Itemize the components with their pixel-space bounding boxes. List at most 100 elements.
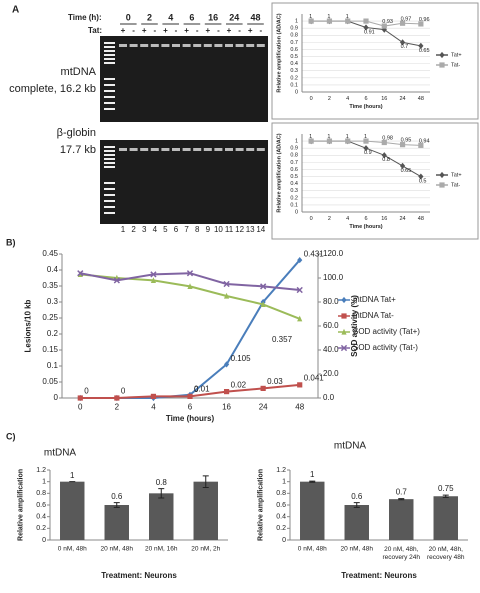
- y-tick-label: 0.6: [276, 502, 286, 509]
- x-tick-label: 2: [328, 96, 331, 102]
- data-label: 0.8: [382, 157, 390, 163]
- bar: [389, 499, 414, 540]
- y2-tick-label: 40.0: [323, 345, 339, 354]
- lane-number: 14: [256, 225, 265, 234]
- data-label: 1: [346, 14, 349, 20]
- gel-image: [100, 140, 268, 224]
- legend-marker: [341, 313, 347, 319]
- tat-sign: +: [227, 26, 232, 35]
- chart-title: mtDNA: [334, 441, 367, 452]
- y-axis-title: Relative amplification (AD/AC): [276, 133, 282, 212]
- data-label: 0.65: [401, 168, 412, 174]
- data-label: 0.95: [401, 138, 412, 144]
- error-bar: [353, 502, 360, 508]
- ladder-band: [104, 46, 115, 48]
- bar: [104, 505, 129, 540]
- tat-sign: +: [205, 26, 210, 35]
- point: [418, 21, 424, 27]
- gel-label: complete, 16.2 kb: [9, 83, 96, 95]
- x-axis-title: Time (hours): [349, 104, 382, 110]
- lane-number: 7: [184, 225, 189, 234]
- point: [260, 301, 266, 307]
- ladder-band: [104, 42, 115, 44]
- point: [260, 283, 267, 290]
- data-label: 1: [309, 14, 312, 20]
- tat-sign: +: [248, 26, 253, 35]
- gel-band: [129, 44, 138, 47]
- y-tick-label: 0: [295, 89, 298, 95]
- y-tick-label: 0.8: [290, 153, 298, 159]
- error-bar: [309, 480, 316, 483]
- ladder-band: [104, 58, 115, 60]
- ladder-band: [104, 96, 115, 98]
- point: [223, 361, 230, 368]
- time-point: 6: [189, 12, 194, 22]
- y-tick-label: 1: [282, 479, 286, 486]
- point: [326, 138, 333, 144]
- lane-number: 3: [142, 225, 147, 234]
- data-label: 1: [327, 14, 330, 20]
- gel-band: [172, 44, 180, 47]
- legend-label: mtDNA Tat+: [353, 295, 396, 304]
- gel-band: [193, 148, 202, 151]
- ladder-band: [104, 146, 115, 148]
- error-bar: [202, 475, 209, 488]
- point: [381, 23, 387, 29]
- y-tick-label: 0.6: [290, 167, 298, 173]
- data-label: 0.6: [111, 492, 123, 501]
- data-label: 0.6: [351, 492, 363, 501]
- point: [308, 18, 314, 24]
- x-tick-label: 16: [381, 216, 387, 222]
- lane-number: 12: [235, 225, 244, 234]
- data-label: 0.75: [438, 484, 454, 493]
- tat-sign: -: [196, 26, 199, 35]
- tat-label: Tat:: [88, 26, 102, 35]
- x-axis-title: Treatment: Neurons: [101, 571, 177, 580]
- x-tick-label: 2: [115, 403, 120, 412]
- y-tick-label: 1: [295, 139, 298, 145]
- gel-band: [256, 44, 265, 47]
- point: [418, 42, 424, 50]
- error-bar: [442, 494, 449, 498]
- legend-marker: [340, 344, 348, 352]
- gel-band: [256, 148, 265, 151]
- x-tick-label: 16: [222, 403, 231, 412]
- point: [399, 162, 406, 170]
- point: [297, 382, 303, 388]
- gel-band: [225, 44, 233, 47]
- data-label: 1: [364, 134, 367, 140]
- gel-band: [119, 44, 127, 47]
- gel-band: [182, 44, 191, 47]
- error-bar: [113, 502, 120, 508]
- data-label: 0: [194, 385, 199, 394]
- tat-sign: -: [238, 26, 241, 35]
- gel-band: [225, 148, 233, 151]
- point: [223, 389, 230, 395]
- y2-axis-title: SOD activity (%): [350, 295, 359, 357]
- y2-tick-label: 20.0: [323, 369, 339, 378]
- y-axis-title: Relative amplification: [17, 469, 24, 541]
- point: [363, 145, 369, 152]
- legend-label: mtDNA Tat-: [353, 311, 394, 320]
- tat-sign: -: [259, 26, 262, 35]
- time-label: Time (h):: [68, 13, 102, 22]
- y-tick-label: 0.2: [47, 329, 59, 338]
- gel-band: [119, 148, 127, 151]
- x-tick-label: 0: [78, 403, 83, 412]
- ladder-band: [104, 182, 115, 184]
- x-tick-label: 24: [400, 96, 406, 102]
- tat-sign: -: [217, 26, 220, 35]
- tat-sign: +: [142, 26, 147, 35]
- data-label: 0.041: [304, 374, 325, 383]
- panel-label: A: [12, 5, 19, 16]
- data-label: 0.5: [419, 178, 427, 184]
- y-tick-label: 1: [295, 19, 298, 25]
- y-tick-label: 0.4: [47, 265, 59, 274]
- gel-band: [140, 148, 149, 151]
- data-label: 0.98: [382, 136, 393, 142]
- data-label: 1: [327, 134, 330, 140]
- time-point: 2: [147, 12, 152, 22]
- ladder-band: [104, 188, 115, 190]
- y-tick-label: 0.4: [290, 61, 298, 67]
- y-tick-label: 1.2: [36, 467, 46, 474]
